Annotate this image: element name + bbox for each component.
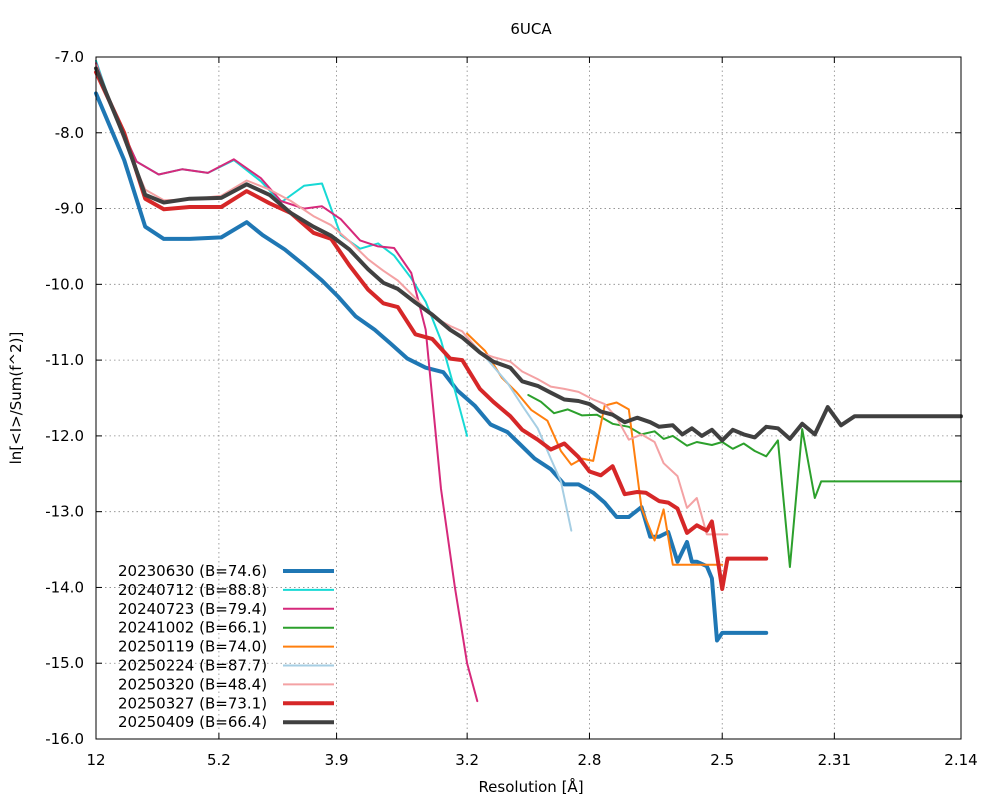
legend-label-7: 20250327 (B=73.1) bbox=[118, 694, 267, 712]
y-tick-label-6: -13.0 bbox=[45, 503, 84, 521]
series-line-20250224 bbox=[466, 336, 573, 532]
legend: 20230630 (B=74.6)20240712 (B=88.8)202407… bbox=[118, 562, 334, 731]
legend-label-5: 20250224 (B=87.7) bbox=[118, 657, 267, 675]
series-line-20241002 bbox=[527, 394, 962, 568]
y-tick-label-8: -15.0 bbox=[45, 654, 84, 672]
x-axis-tick-labels: 12 5.2 3.9 3.2 2.8 2.5 2.31 2.14 bbox=[86, 751, 977, 769]
y-tick-label-1: -8.0 bbox=[55, 124, 84, 142]
plot-frame bbox=[95, 56, 962, 740]
x-tick-label-6: 2.31 bbox=[818, 751, 851, 769]
x-tick-label-1: 5.2 bbox=[207, 751, 231, 769]
x-tick-label-7: 2.14 bbox=[944, 751, 977, 769]
legend-label-3: 20241002 (B=66.1) bbox=[118, 619, 267, 637]
series-line-20240723 bbox=[95, 62, 479, 703]
legend-label-1: 20240712 (B=88.8) bbox=[118, 581, 267, 599]
legend-label-2: 20240723 (B=79.4) bbox=[118, 600, 267, 618]
series-line-20230630 bbox=[94, 91, 769, 643]
legend-label-4: 20250119 (B=74.0) bbox=[118, 638, 267, 656]
y-axis-tick-labels: -7.0 -8.0 -9.0 -10.0 -11.0 -12.0 -13.0 -14.0 -15… bbox=[45, 48, 84, 748]
axis-ticks bbox=[95, 56, 962, 740]
y-tick-label-9: -16.0 bbox=[45, 730, 84, 748]
x-tick-label-0: 12 bbox=[86, 751, 105, 769]
series-line-20250119 bbox=[466, 332, 724, 566]
y-tick-label-3: -10.0 bbox=[45, 275, 84, 293]
y-tick-label-2: -9.0 bbox=[55, 200, 84, 218]
x-tick-label-5: 2.5 bbox=[710, 751, 734, 769]
y-tick-label-5: -12.0 bbox=[45, 427, 84, 445]
x-tick-label-4: 2.8 bbox=[578, 751, 602, 769]
x-tick-label-3: 3.2 bbox=[455, 751, 479, 769]
series-line-20250327 bbox=[94, 70, 769, 591]
y-tick-label-7: -14.0 bbox=[45, 578, 84, 596]
series-line-20250409 bbox=[94, 66, 963, 443]
y-tick-label-0: -7.0 bbox=[55, 48, 84, 66]
y-tick-label-4: -11.0 bbox=[45, 351, 84, 369]
legend-label-6: 20250320 (B=48.4) bbox=[118, 675, 267, 693]
legend-label-8: 20250409 (B=66.4) bbox=[118, 713, 267, 731]
y-axis-title: ln[<I>/Sum(f^2)] bbox=[7, 332, 25, 465]
x-axis-title: Resolution [Å] bbox=[478, 777, 583, 796]
x-tick-label-2: 3.9 bbox=[325, 751, 349, 769]
chart-title: 6UCA bbox=[510, 20, 552, 38]
legend-label-0: 20230630 (B=74.6) bbox=[118, 562, 267, 580]
series-group bbox=[94, 59, 963, 703]
